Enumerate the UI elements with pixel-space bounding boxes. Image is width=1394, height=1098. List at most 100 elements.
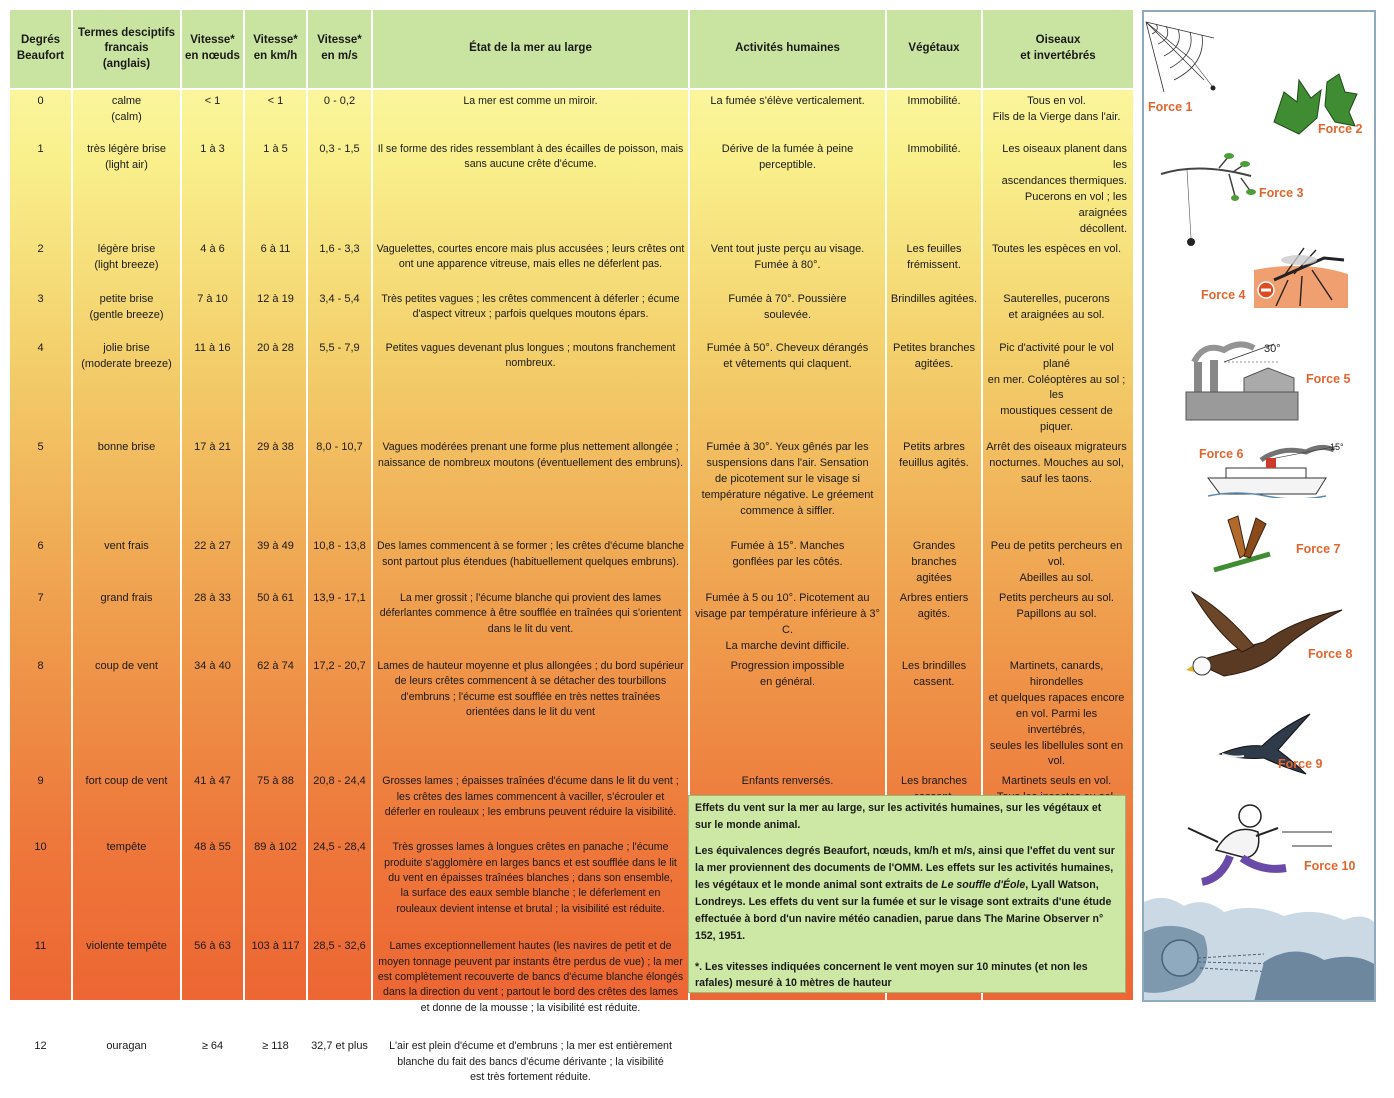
cell-terme: légère brise (light breeze): [72, 237, 182, 288]
cell-degre: 0: [10, 89, 73, 138]
cell-noeuds: 48 à 55: [181, 836, 245, 936]
header-mer: État de la mer au large: [372, 10, 690, 90]
cell-terme: fort coup de vent: [72, 770, 182, 837]
cell-activites: Fumée à 50°. Cheveux dérangés et vêtemen…: [689, 336, 887, 437]
note-intro: Effets du vent sur la mer au large, sur …: [695, 802, 1102, 831]
cell-kmh: 12 à 19: [244, 287, 308, 337]
cell-oiseaux: [982, 1035, 1133, 1098]
cell-vegetaux: Petites branches agitées.: [886, 336, 983, 437]
windblown-man-illustration: [1187, 804, 1332, 886]
table-header-row: Degrés Beaufort Termes desciptifs franca…: [10, 10, 1133, 90]
cell-degre: 4: [10, 336, 73, 437]
cell-terme: calme (calm): [72, 89, 182, 138]
cell-vegetaux: Les brindilles cassent.: [886, 654, 983, 771]
table-row: 3 petite brise (gentle breeze) 7 à 10 12 à …: [10, 287, 1133, 337]
cell-kmh: 1 à 5: [244, 138, 308, 238]
header-ms: Vitesse* en m/s: [307, 10, 373, 90]
force-9-label: Force 9: [1278, 757, 1323, 771]
cell-activites: La fumée s'élève verticalement.: [689, 89, 887, 138]
cell-terme: violente tempête: [72, 935, 182, 1036]
cell-kmh: 6 à 11: [244, 237, 308, 288]
cell-noeuds: < 1: [181, 89, 245, 138]
cell-degre: 9: [10, 770, 73, 837]
table-row: 5 bonne brise 17 à 21 29 à 38 8,0 - 10,7 Vagu…: [10, 436, 1133, 536]
note-book-title: Le souffle d'Éole: [941, 878, 1026, 891]
cell-activites: Fumée à 15°. Manches gonflées par les cô…: [689, 535, 887, 588]
cell-degre: 3: [10, 287, 73, 337]
cell-oiseaux: Martinets, canards, hirondelles et quelq…: [988, 659, 1125, 768]
angle-15-label: 15°: [1330, 442, 1344, 452]
cell-activites: [689, 1035, 887, 1098]
header-oiseaux: Oiseaux et invertébrés: [982, 10, 1133, 90]
cell-mer: Grosses lames ; épaisses traînées d'écum…: [372, 770, 690, 837]
leaves-illustration: [1273, 73, 1358, 135]
cell-noeuds: 56 à 63: [181, 935, 245, 1036]
cell-kmh: 29 à 38: [244, 436, 308, 536]
force-illustrations-panel: Force 1 Force 2 Force 3 Force 4 30° Forc…: [1142, 10, 1376, 1002]
force-7-label: Force 7: [1296, 542, 1341, 556]
cell-ms: 13,9 - 17,1: [307, 587, 373, 655]
cell-oiseaux: Peu de petits percheurs en vol. Abeilles…: [990, 540, 1123, 585]
ship-illustration: 15°: [1207, 442, 1344, 498]
cell-ms: 8,0 - 10,7: [307, 436, 373, 536]
cell-terme: très légère brise (light air): [72, 138, 182, 238]
cell-vegetaux: Grandes branches agitées: [886, 535, 983, 588]
table-row: 6 vent frais 22 à 27 39 à 49 10,8 - 13,8 Des …: [10, 535, 1133, 588]
header-degres: Degrés Beaufort: [10, 10, 73, 90]
cell-noeuds: 7 à 10: [181, 287, 245, 337]
wind-god-clouds-illustration: [1144, 897, 1374, 1000]
cell-activites: Fumée à 30°. Yeux gênés par les suspensi…: [689, 436, 887, 536]
cell-kmh: ≥ 118: [244, 1035, 308, 1098]
cell-activites: Dérive de la fumée à peine perceptible.: [689, 138, 887, 238]
cell-mer: Très grosses lames à longues crêtes en p…: [372, 836, 690, 936]
cell-noeuds: 34 à 40: [181, 654, 245, 771]
force-2-label: Force 2: [1318, 122, 1363, 136]
cell-mer: La mer est comme un miroir.: [372, 89, 690, 138]
cell-ms: 5,5 - 7,9: [307, 336, 373, 437]
cell-degre: 6: [10, 535, 73, 588]
cell-activites: Fumée à 70°. Poussière soulevée.: [689, 287, 887, 337]
force-3-label: Force 3: [1259, 186, 1304, 200]
cell-kmh: 20 à 28: [244, 336, 308, 437]
cell-noeuds: ≥ 64: [181, 1035, 245, 1098]
force-5-label: Force 5: [1306, 372, 1351, 386]
force-4-label: Force 4: [1201, 288, 1246, 302]
cell-kmh: < 1: [244, 89, 308, 138]
spider-web-illustration: [1145, 21, 1216, 93]
cell-mer: Lames exceptionnellement hautes (les nav…: [372, 935, 690, 1036]
angle-30-label: 30°: [1264, 343, 1281, 355]
cell-degre: 10: [10, 836, 73, 936]
cell-vegetaux: Les feuilles frémissent.: [886, 237, 983, 288]
header-kmh: Vitesse* en km/h: [244, 10, 308, 90]
cell-oiseaux: Les oiseaux planent dans les ascendances…: [1001, 143, 1127, 235]
cell-degre: 11: [10, 935, 73, 1036]
cell-mer: Petites vagues devenant plus longues ; m…: [372, 336, 690, 437]
force-6-label: Force 6: [1199, 447, 1244, 461]
cell-vegetaux: Immobilité.: [886, 138, 983, 238]
header-vegetaux: Végétaux: [886, 10, 983, 90]
cell-degre: 5: [10, 436, 73, 536]
cell-kmh: 103 à 117: [244, 935, 308, 1036]
cell-kmh: 39 à 49: [244, 535, 308, 588]
cell-degre: 12: [10, 1035, 73, 1098]
cell-oiseaux: Toutes les espèces en vol.: [991, 242, 1122, 255]
cell-mer: Très petites vagues ; les crêtes commenc…: [372, 287, 690, 337]
cell-activites: Fumée à 5 ou 10°. Picotement au visage p…: [689, 587, 887, 655]
cell-degre: 1: [10, 138, 73, 238]
force-10-label: Force 10: [1304, 859, 1356, 873]
cell-noeuds: 11 à 16: [181, 336, 245, 437]
cell-vegetaux: Arbres entiers agités.: [886, 587, 983, 655]
table-row: 7 grand frais 28 à 33 50 à 61 13,9 - 17,1 La …: [10, 587, 1133, 655]
cell-oiseaux: Petits percheurs au sol. Papillons au so…: [999, 592, 1114, 620]
cell-ms: 28,5 - 32,6: [307, 935, 373, 1036]
cell-degre: 2: [10, 237, 73, 288]
cell-terme: vent frais: [72, 535, 182, 588]
cell-ms: 0,3 - 1,5: [307, 138, 373, 238]
eagle-illustration: [1186, 590, 1343, 677]
cell-oiseaux: Pic d'activité pour le vol plané en mer.…: [987, 341, 1126, 434]
cell-mer: Il se forme des rides ressemblant à des …: [372, 138, 690, 238]
cell-vegetaux: Immobilité.: [886, 89, 983, 138]
